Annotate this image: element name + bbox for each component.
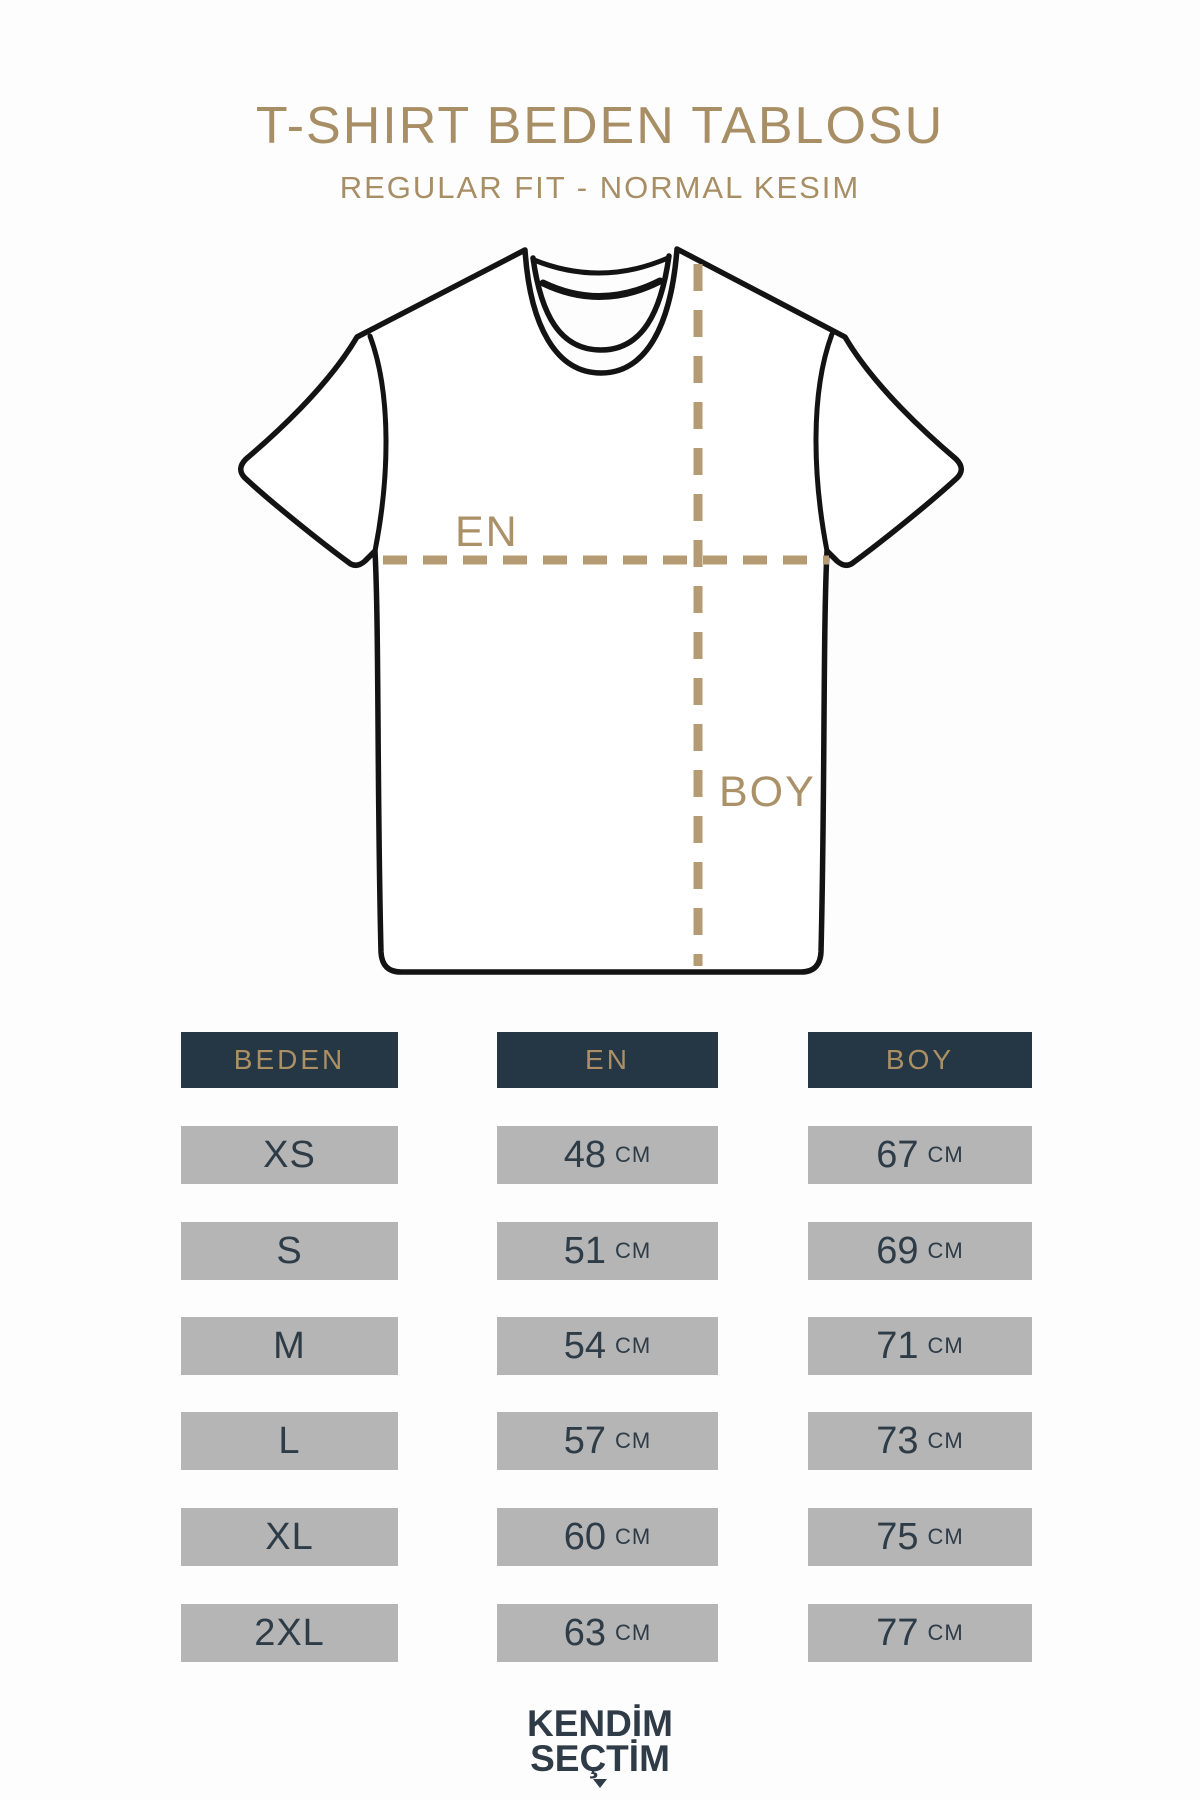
length-cell: 71 CM: [808, 1317, 1032, 1375]
width-cell: 57 CM: [497, 1412, 718, 1470]
page-title: T-SHIRT BEDEN TABLOSU: [255, 97, 945, 155]
length-value: 69: [876, 1229, 919, 1272]
width-value: 48: [563, 1133, 607, 1176]
column-header-label: BEDEN: [233, 1044, 346, 1075]
length-value: 77: [876, 1611, 919, 1654]
brand-logo-line1: KENDİM: [527, 1703, 673, 1744]
length-value: 75: [876, 1515, 919, 1558]
unit-label: CM: [615, 1524, 652, 1549]
size-cell: XL: [181, 1508, 398, 1566]
length-value: 67: [876, 1133, 919, 1176]
unit-label: CM: [927, 1333, 964, 1358]
width-value: 51: [563, 1229, 607, 1272]
unit-label: CM: [927, 1428, 964, 1453]
table-row-m: M 54 CM 71 CM: [0, 1317, 1200, 1375]
table-header-row: BEDEN EN BOY: [0, 1032, 1200, 1088]
column-header-en: EN: [497, 1032, 718, 1088]
length-cell: 77 CM: [808, 1604, 1032, 1662]
unit-label: CM: [927, 1524, 964, 1549]
column-header-beden: BEDEN: [181, 1032, 398, 1088]
left-armhole-seam: [367, 333, 389, 554]
width-cell: 54 CM: [497, 1317, 718, 1375]
brand-logo-line2: SEÇTİM: [530, 1738, 670, 1779]
width-value: 63: [563, 1611, 607, 1654]
size-cell: L: [181, 1412, 398, 1470]
width-value: 57: [563, 1419, 607, 1462]
collar-back-seam-top: [531, 255, 671, 276]
size-value: 2XL: [254, 1611, 325, 1654]
size-value: XL: [265, 1515, 314, 1558]
size-cell: 2XL: [181, 1604, 398, 1662]
width-label: EN: [455, 508, 519, 556]
table-row-xl: XL 60 CM 75 CM: [0, 1508, 1200, 1566]
table-row-xs: XS 48 CM 67 CM: [0, 1126, 1200, 1184]
brand-logo: KENDİM SEÇTİM: [0, 1703, 1200, 1788]
width-value: 54: [563, 1324, 607, 1367]
right-armhole-seam: [813, 331, 835, 554]
length-cell: 75 CM: [808, 1508, 1032, 1566]
size-value: M: [273, 1324, 306, 1367]
page-subtitle: REGULAR FIT - NORMAL KESIM: [339, 170, 861, 205]
width-value: 60: [563, 1515, 607, 1558]
collar-back-seam-bottom: [539, 277, 664, 300]
unit-label: CM: [927, 1620, 964, 1645]
unit-label: CM: [615, 1238, 652, 1263]
triangle-down-icon: [593, 1779, 607, 1788]
column-header-boy: BOY: [808, 1032, 1032, 1088]
tshirt-diagram: EN BOY: [238, 246, 964, 975]
unit-label: CM: [615, 1333, 652, 1358]
length-cell: 67 CM: [808, 1126, 1032, 1184]
tshirt-outline: [238, 246, 964, 975]
length-label: BOY: [719, 768, 816, 816]
unit-label: CM: [927, 1238, 964, 1263]
length-value: 71: [876, 1324, 919, 1367]
column-header-label: EN: [585, 1044, 630, 1075]
width-cell: 51 CM: [497, 1222, 718, 1280]
unit-label: CM: [615, 1142, 652, 1167]
unit-label: CM: [615, 1620, 652, 1645]
length-cell: 69 CM: [808, 1222, 1032, 1280]
size-cell: XS: [181, 1126, 398, 1184]
unit-label: CM: [927, 1142, 964, 1167]
column-header-label: BOY: [885, 1044, 955, 1075]
width-cell: 63 CM: [497, 1604, 718, 1662]
table-row-s: S 51 CM 69 CM: [0, 1222, 1200, 1280]
size-cell: S: [181, 1222, 398, 1280]
collar-inner-edge: [530, 253, 672, 353]
length-value: 73: [876, 1419, 919, 1462]
size-value: S: [276, 1229, 303, 1272]
width-cell: 60 CM: [497, 1508, 718, 1566]
width-cell: 48 CM: [497, 1126, 718, 1184]
size-cell: M: [181, 1317, 398, 1375]
length-cell: 73 CM: [808, 1412, 1032, 1470]
unit-label: CM: [615, 1428, 652, 1453]
size-value: L: [278, 1419, 301, 1462]
size-value: XS: [263, 1133, 316, 1176]
table-row-2xl: 2XL 63 CM 77 CM: [0, 1604, 1200, 1662]
table-row-l: L 57 CM 73 CM: [0, 1412, 1200, 1470]
